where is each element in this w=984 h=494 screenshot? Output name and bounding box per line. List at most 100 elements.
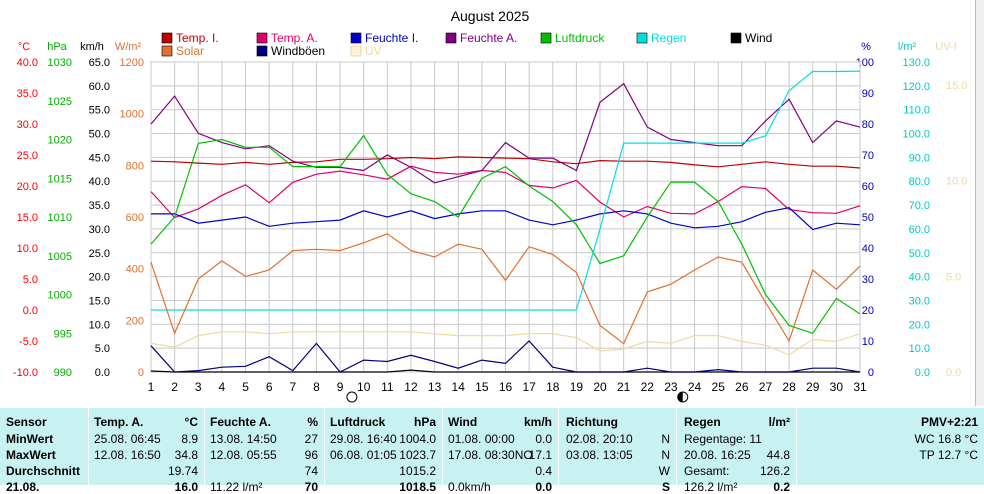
x-tick-label: 27: [759, 380, 773, 394]
x-tick-label: 12: [404, 380, 418, 394]
full-moon-icon: [346, 391, 358, 403]
wind-day-note: 0.0km/h: [448, 480, 491, 494]
legend-entry: Feuchte A.: [445, 31, 517, 45]
regen-total-value: 126.2: [759, 464, 790, 478]
y-tick-label-kmh: 50.0: [89, 129, 110, 141]
y-tick-label-pct: 50: [862, 212, 874, 224]
y-tick-label-lm2: 20.0: [909, 319, 930, 331]
axis-title-kmh: km/h: [80, 41, 104, 53]
regen-days: Regentage: 11: [684, 432, 762, 446]
y-tick-label-hpa: 1030: [48, 57, 72, 69]
plot-grid: [150, 61, 861, 373]
temp-max-time: 12.08. 16:50: [94, 448, 161, 462]
series-line-regen: [151, 70, 861, 311]
temp-min-time: 25.08. 06:45: [94, 432, 161, 446]
y-tick-label-kmh: 5.0: [95, 343, 110, 355]
series-line-feuchte-a-: [150, 82, 861, 184]
x-tick-label: 13: [428, 380, 442, 394]
axis-title-uv: UV-I: [935, 41, 956, 53]
series-line-windb-en: [150, 340, 861, 373]
y-tick-label-lm2: 80.0: [909, 176, 930, 188]
y-tick-label-c: 15.0: [17, 212, 38, 224]
richtung-min-value: N: [661, 432, 670, 446]
pmv-tp: TP 12.7 °C: [919, 448, 978, 462]
richtung-max-time: 03.08. 13:05: [566, 448, 633, 462]
legend-swatch: [161, 32, 173, 44]
feuchte-day-value: 70: [304, 480, 318, 494]
y-tick-label-wm2: 0: [138, 367, 144, 379]
y-tick-label-kmh: 65.0: [89, 57, 110, 69]
legend-swatch: [540, 32, 552, 44]
regen-unit: l/m²: [768, 415, 790, 429]
y-tick-label-pct: 60: [862, 181, 874, 193]
y-tick-label-lm2: 120.0: [902, 81, 930, 93]
y-tick-label-lm2: 130.0: [902, 57, 930, 69]
y-tick-label-hpa: 1025: [48, 96, 72, 108]
x-tick-label: 10: [357, 380, 371, 394]
y-tick-label-c: 40.0: [17, 57, 38, 69]
y-tick-label-kmh: 30.0: [89, 224, 110, 236]
x-tick-label: 15: [475, 380, 489, 394]
y-tick-label-pct: 30: [862, 274, 874, 286]
x-tick-label: 23: [664, 380, 678, 394]
x-tick-label: 31: [853, 380, 867, 394]
series-lines: [150, 70, 861, 373]
wind-min-value: 0.0: [535, 432, 552, 446]
richtung-day-value: S: [661, 480, 670, 494]
x-tick-label: 2: [171, 380, 178, 394]
regen-max-value: 44.8: [766, 448, 790, 462]
x-tick-label: 30: [830, 380, 844, 394]
temp-day-value: 16.0: [174, 480, 198, 494]
x-tick-label: 24: [688, 380, 702, 394]
axis-title-pct: %: [861, 41, 871, 53]
series-line-temp-a-: [150, 165, 861, 219]
x-tick-label: 8: [313, 380, 320, 394]
y-tick-label-c: 10.0: [17, 243, 38, 255]
feuchte-avg-value: 74: [304, 464, 318, 478]
legend-label: Regen: [651, 31, 686, 45]
richtung-min-time: 02.08. 20:10: [566, 432, 633, 446]
regen-header: Regen: [684, 415, 721, 429]
legend-swatch: [350, 45, 362, 57]
y-tick-label-uv: 10.0: [946, 176, 967, 188]
richtung-avg-value: W: [658, 464, 670, 478]
legend-entry: Windböen: [256, 44, 325, 58]
legend-entry: Wind: [730, 31, 772, 45]
luftdruck-max-time: 06.08. 01:05: [330, 448, 397, 462]
y-tick-label-kmh: 35.0: [89, 200, 110, 212]
luftdruck-min-value: 1004.0: [399, 432, 436, 446]
y-tick-label-lm2: 90.0: [909, 152, 930, 164]
feuchte-day-note: 11.22 l/m²: [210, 480, 263, 494]
legend-label: Temp. A.: [271, 31, 318, 45]
x-tick-label: 20: [593, 380, 607, 394]
x-tick-label: 21: [617, 380, 631, 394]
y-tick-label-hpa: 1005: [48, 251, 72, 263]
x-tick-label: 14: [452, 380, 466, 394]
feuchte-max-value: 96: [304, 448, 318, 462]
luftdruck-header: Luftdruck: [330, 415, 386, 429]
y-tick-labels: 40.0 35.0 30.0 25.0 20.0 15.0 10.0 5.0 0.0 -5.0 -1…: [13, 57, 968, 379]
wind-min-time: 01.08. 00:00: [448, 432, 515, 446]
y-tick-label-kmh: 10.0: [89, 319, 110, 331]
series-line-luftdruck: [150, 134, 861, 335]
y-tick-label-hpa: 1015: [48, 173, 72, 185]
y-tick-label-pct: 90: [862, 88, 874, 100]
x-tick-label: 19: [570, 380, 584, 394]
y-tick-label-hpa: 1000: [48, 290, 72, 302]
legend-label: Temp. I.: [176, 31, 219, 45]
y-tick-label-pct: 0: [868, 367, 874, 379]
window-edge: [975, 0, 984, 406]
x-tick-label: 9: [337, 380, 344, 394]
richtung-header: Richtung: [566, 415, 618, 429]
temp-header: Temp. A.: [94, 415, 144, 429]
luftdruck-max-value: 1023.7: [399, 448, 436, 462]
x-tick-label: 29: [806, 380, 820, 394]
legend-swatch: [256, 45, 268, 57]
legend-label: Windböen: [271, 44, 325, 58]
y-tick-label-lm2: 0.0: [915, 367, 930, 379]
y-tick-label-lm2: 30.0: [909, 295, 930, 307]
temp-avg-value: 19.74: [167, 464, 198, 478]
legend-swatch: [636, 32, 648, 44]
y-tick-label-lm2: 40.0: [909, 272, 930, 284]
legend-entry: Solar: [161, 44, 204, 58]
